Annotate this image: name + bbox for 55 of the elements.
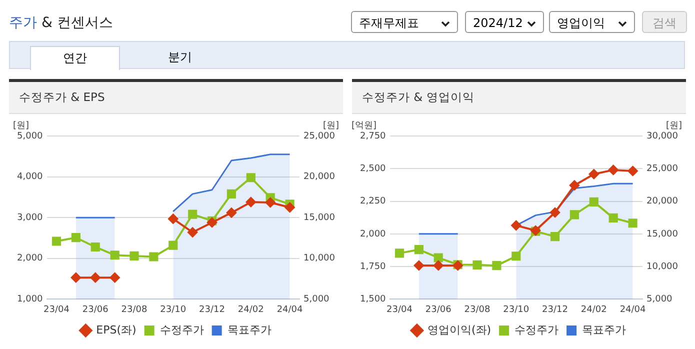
text: 2024/12 [473, 16, 523, 30]
text: 검색 [642, 11, 687, 33]
legend-label: 수정주가 [514, 323, 559, 336]
legend-label: 목표주가 [582, 323, 626, 336]
y-tick-label: 2,000 [17, 254, 44, 264]
x-tick-label: 23/10 [160, 304, 186, 315]
chart-title: 수정주가 & EPS [9, 79, 343, 114]
text: 영업이익 [557, 16, 605, 30]
y-tick-label: 3,000 [17, 212, 44, 223]
legend-label: EPS(좌) [96, 323, 136, 336]
x-tick-label: 23/06 [425, 304, 452, 315]
x-tick-label: 23/08 [464, 304, 490, 315]
text: 주가 & 컨센서스 [9, 15, 113, 31]
x-tick-label: 23/04 [44, 304, 70, 315]
chart-title: 수정주가 & 영업이익 [352, 79, 686, 114]
y2-axis-title: [원] [666, 120, 682, 131]
y-tick-label: 1,500 [360, 294, 386, 305]
y-tick-label: 2,750 [360, 131, 386, 142]
legend-label: 목표주가 [227, 323, 272, 336]
x-tick-label: 24/04 [276, 304, 304, 315]
y2-tick-label: 20,000 [304, 172, 336, 182]
y-tick-label: 2,000 [360, 229, 386, 240]
x-tick-label: 23/10 [503, 304, 530, 315]
x-tick-label: 23/04 [386, 304, 413, 315]
y-tick-label: 2,500 [360, 164, 386, 174]
y-tick-label: 5,000 [17, 131, 44, 142]
y2-tick-label: 30,000 [646, 131, 678, 142]
y2-axis-title: [원] [322, 120, 340, 131]
y-tick-label: 1,000 [17, 294, 44, 305]
y2-tick-label: 20,000 [646, 196, 678, 207]
y-axis-title: [원] [12, 120, 30, 131]
x-tick-label: 23/12 [199, 304, 225, 315]
y-tick-label: 2,250 [360, 196, 386, 207]
x-tick-label: 23/08 [121, 304, 148, 315]
y-tick-label: 4,000 [17, 172, 44, 182]
x-tick-label: 23/12 [542, 304, 568, 315]
y2-tick-label: 25,000 [646, 164, 678, 174]
legend-label: 수정주가 [160, 323, 204, 336]
y2-tick-label: 5,000 [646, 294, 673, 305]
y2-tick-label: 5,000 [304, 294, 330, 305]
x-tick-label: 23/06 [82, 304, 109, 315]
y2-tick-label: 15,000 [304, 212, 336, 223]
text: 분기 [167, 49, 193, 66]
text: 주재무제표 [359, 16, 419, 30]
x-tick-label: 24/02 [238, 304, 264, 315]
y2-tick-label: 25,000 [304, 131, 336, 142]
x-tick-label: 24/04 [620, 304, 646, 315]
text: 연간 [30, 46, 120, 70]
y-tick-label: 1,750 [360, 262, 386, 272]
y2-tick-label: 10,000 [646, 262, 678, 272]
y-axis-title: [억원] [351, 120, 377, 131]
y2-tick-label: 15,000 [646, 229, 678, 240]
legend-label: 영업이익(좌) [427, 323, 492, 336]
y2-tick-label: 10,000 [304, 254, 336, 264]
x-tick-label: 24/02 [580, 304, 607, 315]
